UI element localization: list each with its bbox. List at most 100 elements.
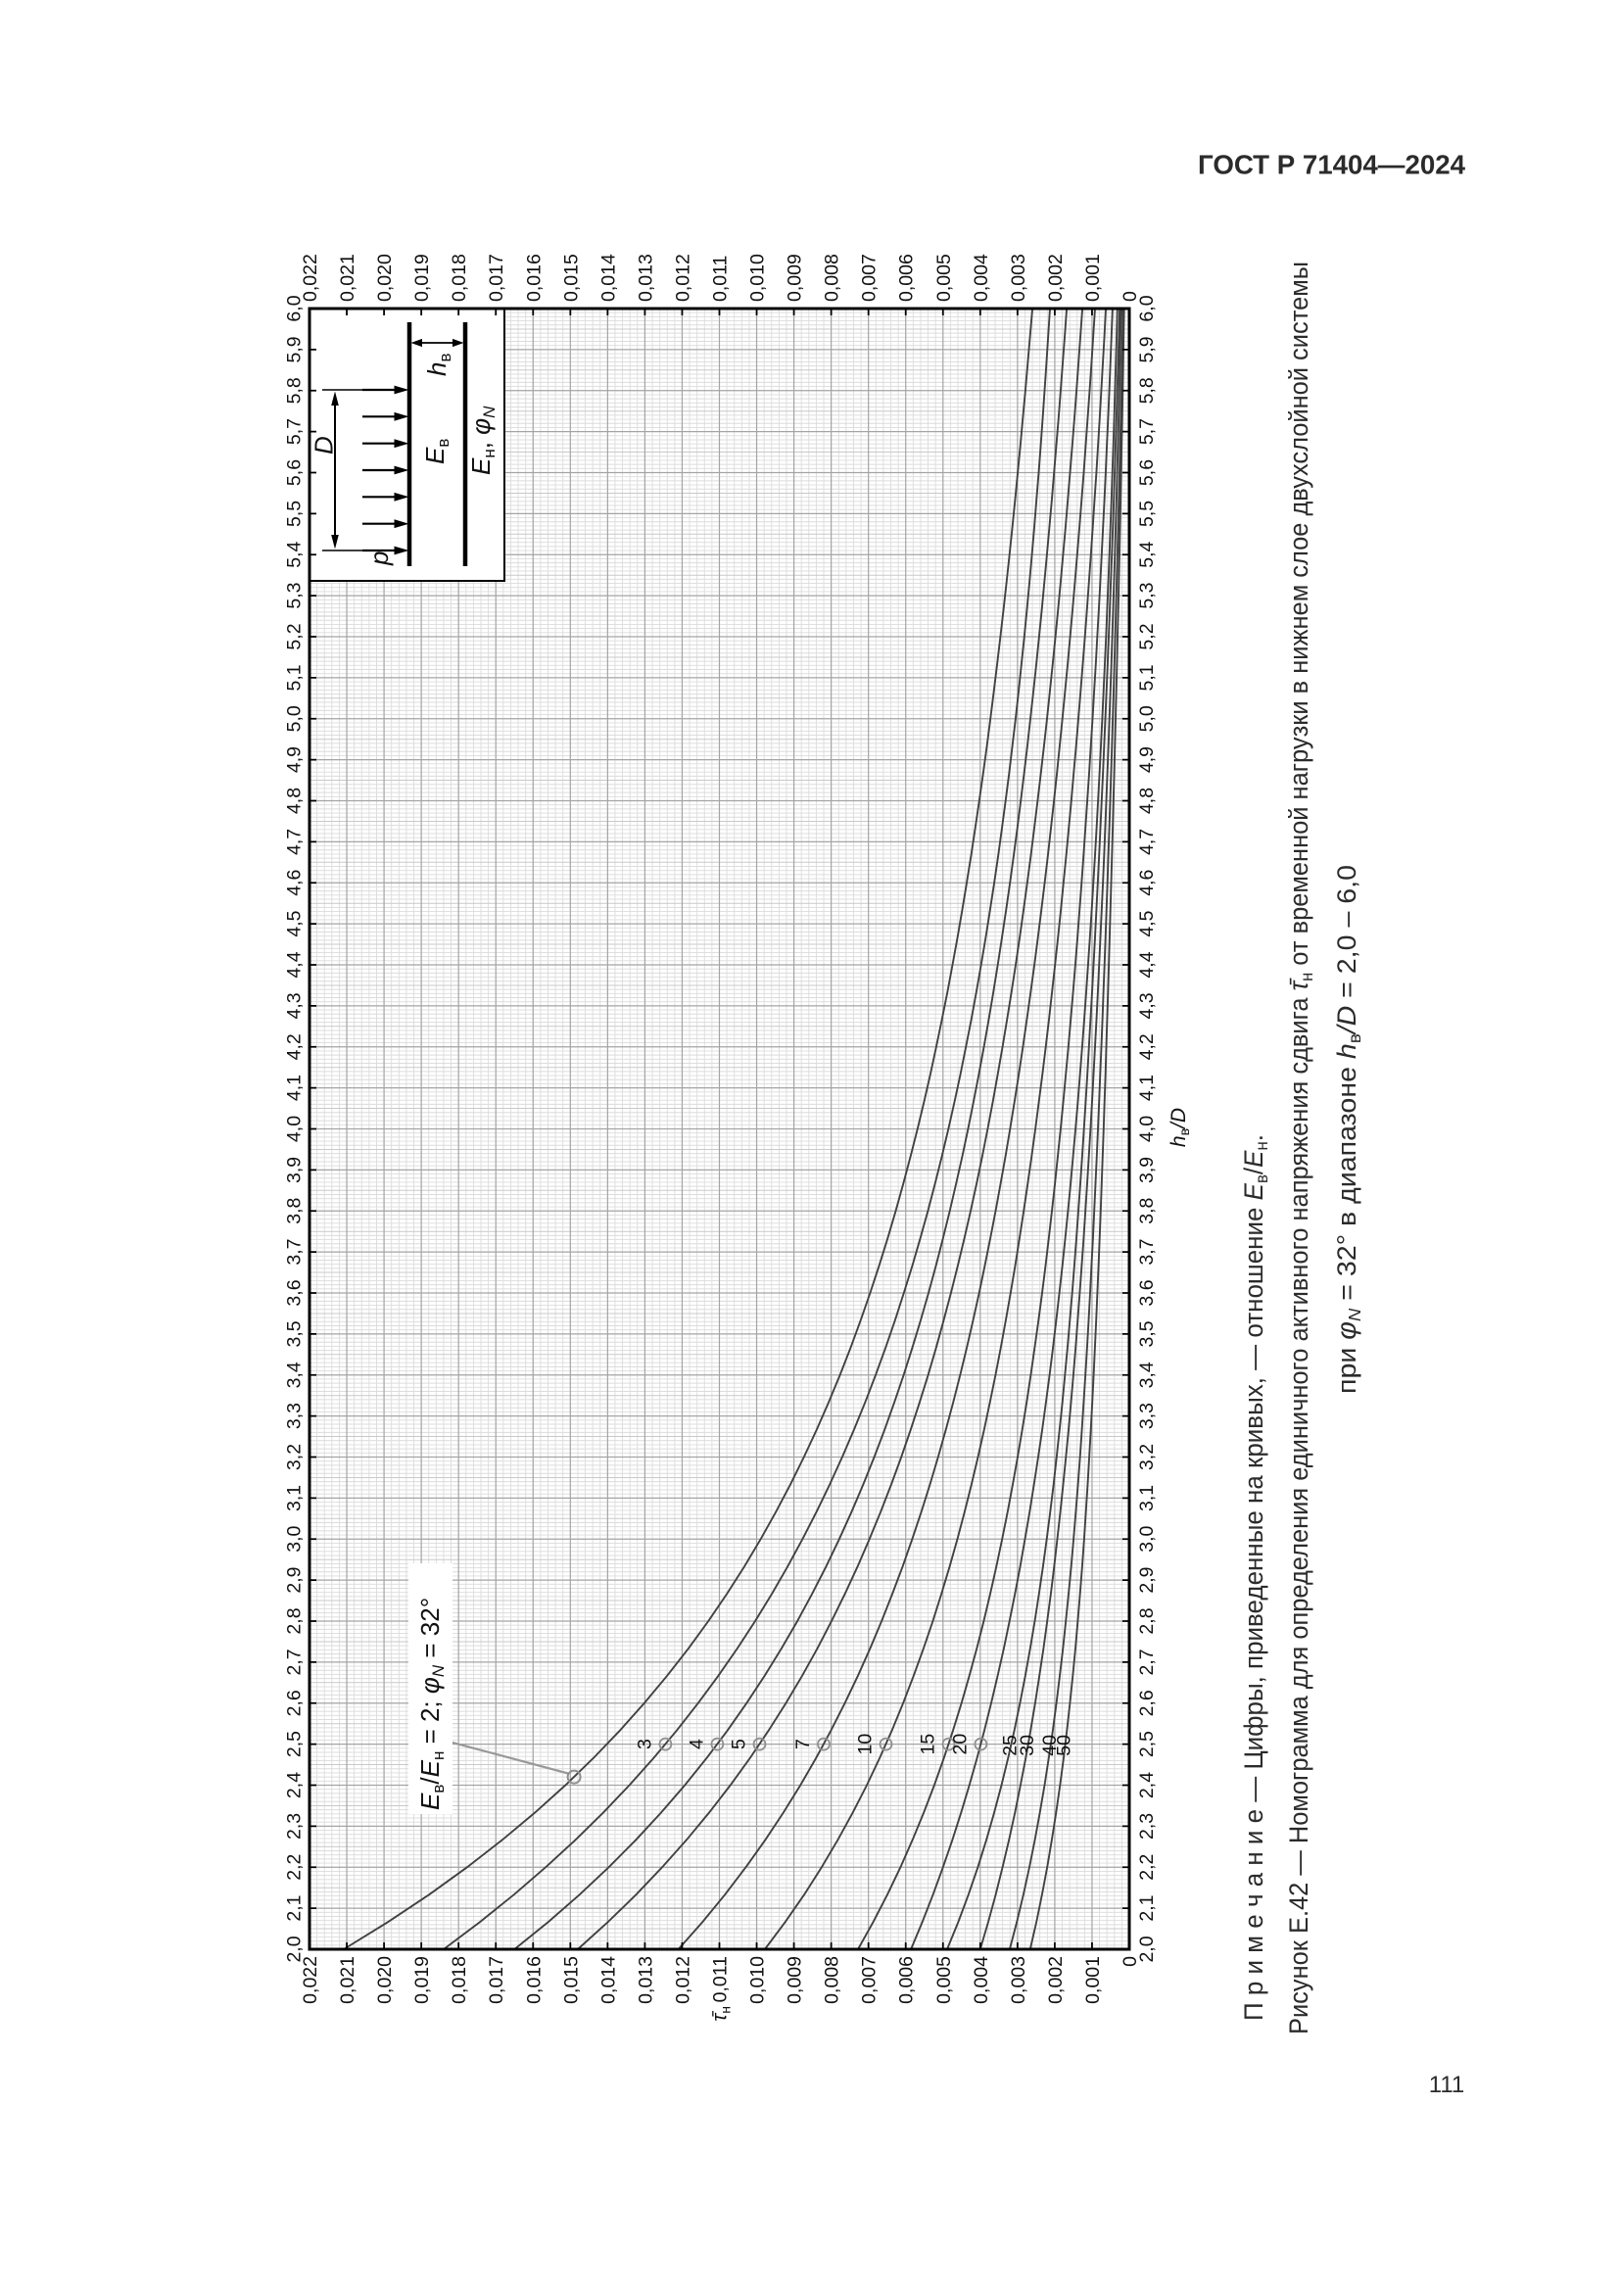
svg-text:2,3: 2,3 <box>284 1813 306 1840</box>
svg-text:0,011: 0,011 <box>710 256 732 302</box>
svg-text:2,5: 2,5 <box>284 1731 306 1757</box>
svg-text:5,1: 5,1 <box>1136 664 1158 691</box>
svg-text:2,4: 2,4 <box>284 1772 306 1798</box>
svg-text:3: 3 <box>634 1739 655 1749</box>
svg-text:0,022: 0,022 <box>300 254 321 302</box>
svg-text:2,6: 2,6 <box>1136 1690 1158 1716</box>
svg-text:3,8: 3,8 <box>1136 1198 1158 1224</box>
svg-text:25: 25 <box>1000 1735 1022 1756</box>
svg-text:3,6: 3,6 <box>284 1279 306 1306</box>
svg-text:3,2: 3,2 <box>284 1444 306 1470</box>
svg-text:5,9: 5,9 <box>284 336 306 362</box>
svg-text:4,8: 4,8 <box>284 788 306 814</box>
svg-text:0,021: 0,021 <box>337 254 358 302</box>
svg-text:0,008: 0,008 <box>822 1956 843 2004</box>
svg-text:Eв: Eв <box>420 439 453 464</box>
svg-text:0,008: 0,008 <box>822 254 843 302</box>
svg-text:0,015: 0,015 <box>560 254 582 302</box>
svg-text:0,019: 0,019 <box>411 254 433 302</box>
svg-text:2,1: 2,1 <box>1136 1895 1158 1922</box>
svg-text:Eв/Eн = 2; φN = 32°: Eв/Eн = 2; φN = 32° <box>415 1598 448 1810</box>
svg-text:2,5: 2,5 <box>1136 1731 1158 1757</box>
svg-text:2,4: 2,4 <box>1136 1772 1158 1798</box>
svg-text:4,9: 4,9 <box>1136 746 1158 773</box>
svg-text:0,009: 0,009 <box>785 254 806 302</box>
svg-text:3,4: 3,4 <box>1136 1362 1158 1388</box>
svg-text:20: 20 <box>949 1734 971 1755</box>
svg-text:p: p <box>364 551 394 566</box>
svg-text:5,8: 5,8 <box>284 377 306 404</box>
svg-text:3,0: 3,0 <box>1136 1525 1158 1552</box>
svg-text:2,7: 2,7 <box>1136 1649 1158 1675</box>
svg-text:2,7: 2,7 <box>284 1649 306 1675</box>
svg-text:0,002: 0,002 <box>1045 1956 1067 2004</box>
svg-text:3,7: 3,7 <box>284 1239 306 1266</box>
svg-text:5,6: 5,6 <box>284 459 306 486</box>
svg-text:0,001: 0,001 <box>1082 1956 1104 2004</box>
svg-text:5,2: 5,2 <box>284 623 306 649</box>
svg-text:0,013: 0,013 <box>635 254 656 302</box>
svg-text:7: 7 <box>792 1739 814 1749</box>
svg-text:0,018: 0,018 <box>449 254 470 302</box>
svg-text:2,2: 2,2 <box>1136 1854 1158 1881</box>
svg-text:2,8: 2,8 <box>284 1607 306 1634</box>
svg-text:0,020: 0,020 <box>374 1956 396 2004</box>
svg-text:2,8: 2,8 <box>1136 1607 1158 1634</box>
svg-text:5: 5 <box>729 1739 750 1749</box>
svg-text:5,5: 5,5 <box>284 501 306 527</box>
svg-text:0,010: 0,010 <box>747 1956 769 2004</box>
svg-text:П р и м е ч а н и е — Цифры, п: П р и м е ч а н и е — Цифры, приведенные… <box>1239 1134 1271 2021</box>
svg-text:5,0: 5,0 <box>1136 705 1158 732</box>
svg-text:0,014: 0,014 <box>597 1956 619 2004</box>
svg-text:5,9: 5,9 <box>1136 336 1158 362</box>
svg-text:3,0: 3,0 <box>284 1525 306 1552</box>
svg-text:0,005: 0,005 <box>933 1956 955 2004</box>
svg-text:4,3: 4,3 <box>1136 992 1158 1019</box>
svg-text:ГОСТ Р 71404—2024: ГОСТ Р 71404—2024 <box>1198 150 1465 180</box>
svg-text:D: D <box>310 436 339 454</box>
svg-text:50: 50 <box>1054 1735 1075 1756</box>
svg-text:4,0: 4,0 <box>284 1116 306 1142</box>
svg-text:5,4: 5,4 <box>1136 541 1158 567</box>
svg-text:2,3: 2,3 <box>1136 1813 1158 1840</box>
svg-text:2,9: 2,9 <box>284 1567 306 1594</box>
svg-text:30: 30 <box>1017 1735 1038 1756</box>
svg-text:0,016: 0,016 <box>523 254 545 302</box>
svg-text:4,1: 4,1 <box>1136 1075 1158 1101</box>
svg-text:0,022: 0,022 <box>300 1956 321 2004</box>
svg-text:3,3: 3,3 <box>284 1403 306 1429</box>
svg-text:hв/D: hв/D <box>1167 1108 1192 1147</box>
svg-text:5,5: 5,5 <box>1136 501 1158 527</box>
svg-text:4,6: 4,6 <box>1136 870 1158 896</box>
svg-text:2,6: 2,6 <box>284 1690 306 1716</box>
svg-text:3,6: 3,6 <box>1136 1279 1158 1306</box>
svg-text:4,6: 4,6 <box>284 870 306 896</box>
svg-text:3,1: 3,1 <box>284 1485 306 1511</box>
svg-text:3,1: 3,1 <box>1136 1485 1158 1511</box>
svg-text:5,3: 5,3 <box>1136 583 1158 609</box>
svg-text:3,5: 3,5 <box>284 1320 306 1347</box>
svg-text:0,017: 0,017 <box>486 1956 507 2004</box>
svg-text:6,0: 6,0 <box>284 295 306 321</box>
svg-text:5,7: 5,7 <box>1136 418 1158 445</box>
svg-text:3,7: 3,7 <box>1136 1239 1158 1266</box>
svg-text:0,006: 0,006 <box>896 254 918 302</box>
svg-text:0,017: 0,017 <box>486 254 507 302</box>
svg-text:5,7: 5,7 <box>284 418 306 445</box>
svg-text:4,8: 4,8 <box>1136 788 1158 814</box>
svg-text:3,9: 3,9 <box>284 1157 306 1183</box>
svg-text:3,8: 3,8 <box>284 1198 306 1224</box>
svg-text:0,021: 0,021 <box>337 1956 358 2004</box>
svg-text:0,003: 0,003 <box>1008 254 1029 302</box>
svg-text:0,018: 0,018 <box>449 1956 470 2004</box>
svg-text:5,0: 5,0 <box>284 705 306 732</box>
svg-text:40: 40 <box>1039 1735 1061 1756</box>
svg-text:0,020: 0,020 <box>374 254 396 302</box>
svg-text:4,2: 4,2 <box>1136 1033 1158 1060</box>
svg-text:6,0: 6,0 <box>1136 295 1158 321</box>
svg-text:0,005: 0,005 <box>933 254 955 302</box>
svg-text:4,0: 4,0 <box>1136 1116 1158 1142</box>
svg-text:5,2: 5,2 <box>1136 623 1158 649</box>
svg-text:0,015: 0,015 <box>560 1956 582 2004</box>
svg-text:0,013: 0,013 <box>635 1956 656 2004</box>
